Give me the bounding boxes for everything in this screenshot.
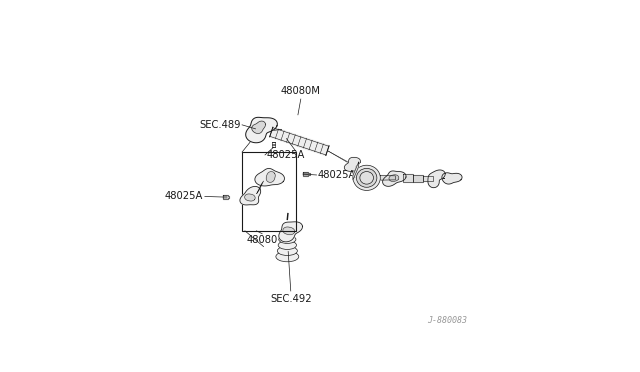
Polygon shape bbox=[279, 222, 303, 242]
Text: SEC.489: SEC.489 bbox=[199, 120, 241, 130]
Ellipse shape bbox=[278, 241, 296, 250]
Polygon shape bbox=[413, 175, 422, 182]
Ellipse shape bbox=[356, 169, 377, 187]
Ellipse shape bbox=[353, 165, 380, 190]
Bar bbox=[242, 152, 296, 231]
Polygon shape bbox=[269, 127, 329, 155]
Polygon shape bbox=[223, 195, 230, 199]
Polygon shape bbox=[303, 172, 310, 176]
Text: 48025A: 48025A bbox=[266, 150, 305, 160]
Polygon shape bbox=[252, 121, 266, 134]
Polygon shape bbox=[283, 227, 294, 235]
Text: J-880083: J-880083 bbox=[427, 316, 467, 326]
Text: 48080: 48080 bbox=[246, 235, 278, 245]
Polygon shape bbox=[246, 117, 277, 143]
Polygon shape bbox=[428, 170, 445, 187]
Polygon shape bbox=[255, 169, 284, 186]
Ellipse shape bbox=[279, 230, 295, 237]
Ellipse shape bbox=[279, 235, 296, 243]
Polygon shape bbox=[266, 171, 275, 182]
Polygon shape bbox=[353, 162, 358, 180]
Ellipse shape bbox=[276, 251, 299, 262]
Polygon shape bbox=[240, 186, 260, 205]
Polygon shape bbox=[422, 176, 433, 181]
Ellipse shape bbox=[360, 171, 374, 184]
Polygon shape bbox=[389, 175, 399, 182]
Polygon shape bbox=[244, 194, 255, 201]
Text: 48080M: 48080M bbox=[281, 86, 321, 96]
Polygon shape bbox=[442, 173, 462, 184]
Text: SEC.492: SEC.492 bbox=[270, 294, 312, 304]
Polygon shape bbox=[403, 174, 413, 182]
Ellipse shape bbox=[277, 246, 298, 256]
Polygon shape bbox=[257, 181, 264, 193]
Polygon shape bbox=[344, 157, 360, 171]
Polygon shape bbox=[380, 176, 396, 180]
Text: 48025A: 48025A bbox=[318, 170, 356, 180]
Text: 48025A: 48025A bbox=[165, 192, 204, 202]
Polygon shape bbox=[383, 171, 406, 186]
